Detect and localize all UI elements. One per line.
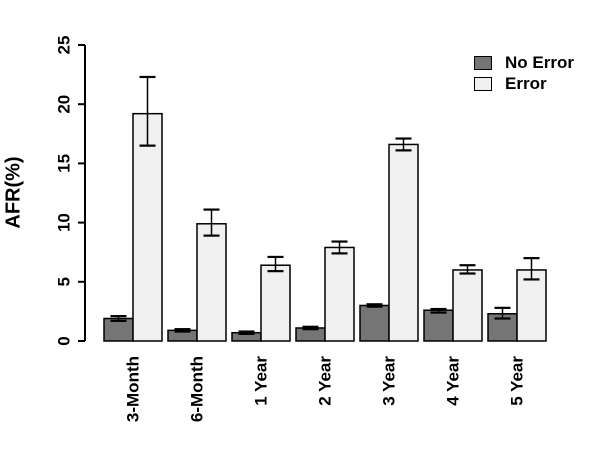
- legend: No Error Error: [474, 52, 574, 94]
- legend-label-no-error: No Error: [505, 52, 574, 72]
- bar-no-error-3-year: [359, 304, 390, 342]
- x-category-label-5-year: 5 Year: [508, 356, 527, 406]
- bar-error-6-month: [196, 223, 227, 342]
- y-tick-label: 0: [55, 336, 74, 345]
- bar-error-3-year: [388, 143, 419, 342]
- legend-swatch-no-error: [474, 55, 492, 70]
- y-tick-label: 5: [55, 277, 74, 286]
- y-tick-label: 10: [55, 213, 74, 232]
- x-category-label-1-year: 1 Year: [252, 356, 271, 406]
- x-category-label-4-year: 4 Year: [444, 356, 463, 406]
- y-tick-label: 15: [55, 154, 74, 173]
- x-category-label-3-month: 3-Month: [124, 356, 143, 422]
- x-category-label-6-month: 6-Month: [188, 356, 207, 422]
- legend-swatch-error: [474, 76, 492, 91]
- y-tick-label: 25: [55, 36, 74, 55]
- bar-error-3-month: [132, 112, 163, 342]
- bar-error-4-year: [452, 269, 483, 342]
- legend-label-error: Error: [505, 73, 547, 93]
- bar-error-1-year: [260, 264, 291, 342]
- legend-item-error: Error: [474, 73, 574, 94]
- legend-item-no-error: No Error: [474, 52, 574, 73]
- bar-no-error-4-year: [423, 309, 454, 342]
- bar-error-5-year: [516, 269, 547, 342]
- y-axis-title: AFR(%): [2, 156, 25, 229]
- x-category-label-2-year: 2 Year: [316, 356, 335, 406]
- y-tick-label: 20: [55, 95, 74, 114]
- x-category-label-3-year: 3 Year: [380, 356, 399, 406]
- bar-error-2-year: [324, 246, 355, 342]
